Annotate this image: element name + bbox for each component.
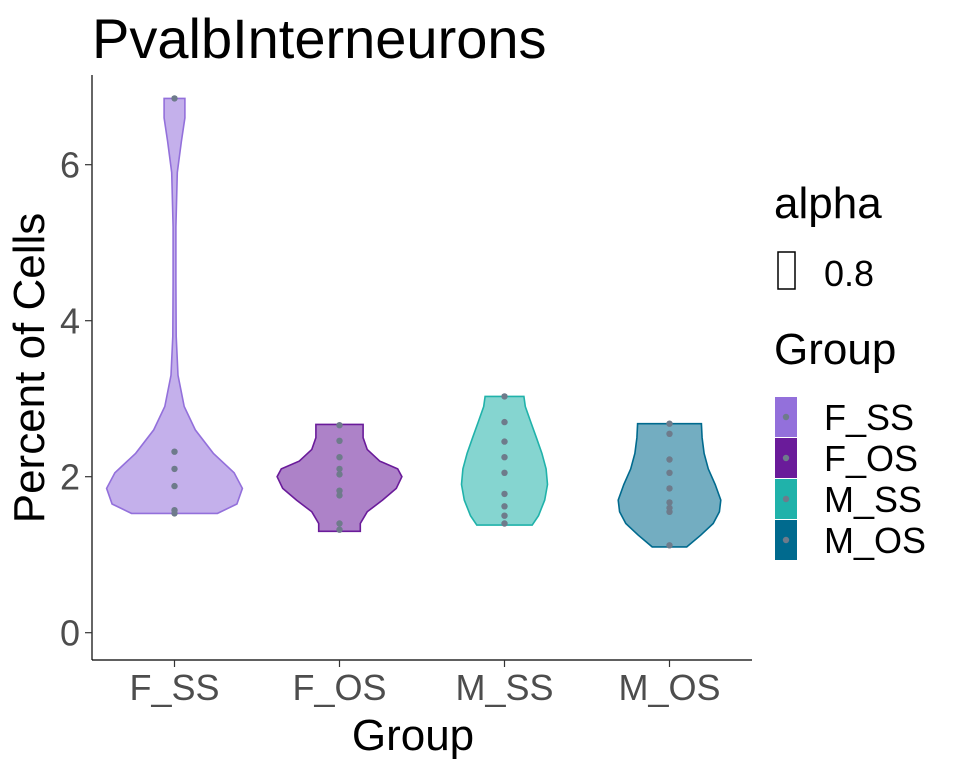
data-point (501, 393, 508, 400)
legend-alpha-title: alpha (774, 179, 882, 228)
data-point (666, 499, 673, 506)
violin-m-ss (460, 395, 549, 526)
chart-title: PvalbInterneurons (92, 7, 547, 70)
legend-key-point (782, 536, 790, 544)
y-tick-label: 4 (60, 301, 80, 342)
data-point (501, 490, 508, 498)
x-tick-label: F_SS (129, 667, 219, 708)
data-point (336, 437, 343, 444)
data-point (666, 456, 673, 463)
legend-alpha-key (777, 251, 796, 290)
data-point (501, 469, 508, 476)
legend-alpha-value: 0.8 (824, 253, 874, 294)
data-point (336, 465, 343, 473)
data-point (336, 492, 343, 499)
data-point (501, 520, 508, 527)
legend-group-title: Group (774, 325, 896, 374)
data-point (336, 520, 343, 527)
plot-area: 0 2 4 6 F_SS F_OS M_SS M_OS (60, 75, 752, 708)
legend-key-point (782, 495, 790, 503)
legend-label: M_OS (824, 520, 926, 561)
y-axis-ticks: 0 2 4 6 (60, 145, 92, 654)
data-point (501, 418, 508, 426)
data-point (666, 469, 673, 476)
data-point (666, 485, 673, 492)
data-point (336, 454, 343, 461)
x-tick-label: M_SS (455, 667, 553, 708)
data-point (171, 510, 178, 517)
violin-layer (105, 97, 722, 548)
data-point (336, 487, 343, 494)
data-point (171, 482, 178, 490)
data-point (666, 508, 673, 515)
x-axis-title: Group (352, 711, 474, 760)
data-point (501, 438, 508, 445)
data-point (666, 420, 673, 427)
x-tick-label: M_OS (618, 667, 720, 708)
x-axis-ticks: F_SS F_OS M_SS M_OS (129, 660, 721, 708)
y-tick-label: 2 (60, 457, 80, 498)
data-point (171, 95, 178, 102)
y-tick-label: 6 (60, 145, 80, 186)
legend-group-items: F_SSF_OSM_SSM_OS (775, 397, 926, 561)
data-point (501, 512, 508, 519)
data-point (336, 526, 343, 533)
data-point (336, 422, 343, 429)
data-point (666, 542, 673, 549)
violin-f-ss (105, 97, 244, 515)
violin-f-os (276, 423, 403, 533)
point-layer (171, 95, 673, 549)
data-point (501, 503, 508, 510)
legend-key-point (782, 454, 790, 462)
data-point (171, 465, 178, 473)
legend-key-point (782, 413, 790, 421)
legend-label: F_OS (824, 438, 918, 479)
legend-label: M_SS (824, 479, 922, 520)
x-tick-label: F_OS (292, 667, 386, 708)
y-axis-title: Percent of Cells (5, 213, 54, 524)
data-point (501, 454, 508, 461)
data-point (336, 471, 343, 478)
data-point (666, 430, 673, 437)
legend-label: F_SS (824, 397, 914, 438)
data-point (171, 448, 178, 455)
legend: alpha 0.8 Group F_SSF_OSM_SSM_OS (774, 179, 926, 561)
y-tick-label: 0 (60, 613, 80, 654)
